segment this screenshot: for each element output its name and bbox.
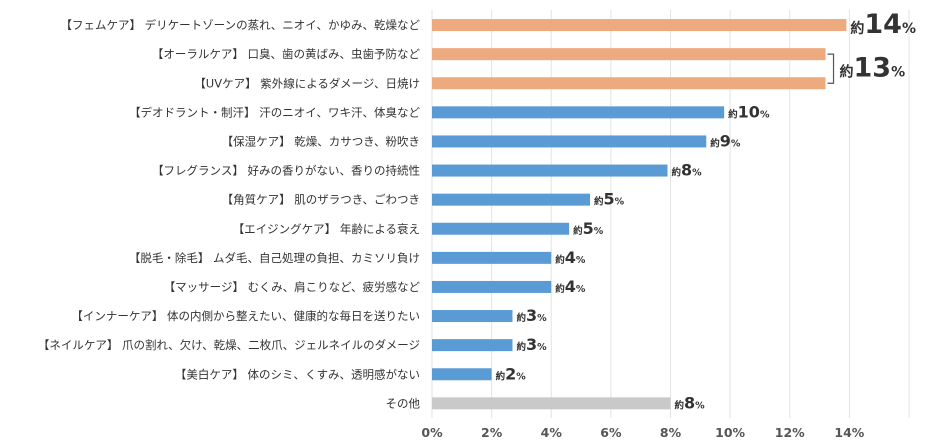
category-label: 【デオドラント・制汗】 汗のニオイ、ワキ汗、体臭など	[129, 105, 420, 119]
group-bracket	[827, 53, 835, 84]
category-label: 【フェムケア】 デリケートゾーンの蒸れ、ニオイ、かゆみ、乾燥など	[61, 18, 421, 32]
data-label: 約5%	[594, 190, 625, 209]
category-label: 【マッサージ】 むくみ、肩こりなど、疲労感など	[164, 280, 421, 294]
bar	[432, 19, 847, 32]
group-annotation-label: 約13%	[840, 53, 906, 84]
x-tick-label: 6%	[600, 425, 622, 440]
x-tick-label: 14%	[834, 425, 864, 440]
category-label: 【角質ケア】 肌のザラつき、ごわつき	[222, 193, 420, 207]
category-label: 【保湿ケア】 乾燥、カサつき、粉吹き	[222, 134, 420, 148]
bar	[432, 135, 707, 148]
data-label: 約10%	[728, 102, 770, 121]
data-label: 約3%	[516, 306, 547, 325]
data-label: 約4%	[555, 277, 586, 296]
bar	[432, 222, 570, 235]
bar	[432, 397, 671, 410]
bar	[432, 339, 513, 352]
x-tick-label: 4%	[541, 425, 563, 440]
bar	[432, 106, 725, 119]
bar	[432, 280, 552, 293]
category-label: 【エイジングケア】 年齢による衰え	[233, 222, 420, 236]
x-tick-label: 12%	[775, 425, 805, 440]
bar	[432, 164, 668, 177]
data-label: 約14%	[850, 9, 916, 40]
category-label: 【インナーケア】 体の内側から整えたい、健康的な毎日を送りたい	[71, 309, 420, 323]
data-label: 約9%	[710, 131, 741, 150]
bar	[432, 77, 826, 90]
x-tick-label: 8%	[660, 425, 682, 440]
data-label: 約4%	[555, 248, 586, 267]
data-label: 約8%	[672, 161, 703, 180]
category-label: 【オーラルケア】 口臭、歯の黄ばみ、虫歯予防など	[152, 47, 421, 61]
bar	[432, 310, 513, 323]
bar	[432, 368, 492, 381]
category-label: 【美白ケア】 体のシミ、くすみ、透明感がない	[175, 367, 420, 381]
category-label: その他	[386, 396, 421, 410]
data-label: 約5%	[573, 219, 604, 238]
bar	[432, 193, 591, 206]
data-label: 約2%	[496, 364, 527, 383]
data-label: 約3%	[516, 335, 547, 354]
bar	[432, 48, 826, 61]
bar	[432, 251, 552, 264]
category-label: 【フレグランス】 好みの香りがない、香りの持続性	[152, 164, 420, 178]
data-label: 約8%	[675, 393, 706, 412]
x-tick-label: 2%	[481, 425, 503, 440]
category-label: 【UVケア】 紫外線によるダメージ、日焼け	[194, 76, 420, 90]
category-label: 【脱毛・除毛】 ムダ毛、自己処理の負担、カミソリ負け	[129, 251, 420, 265]
category-label: 【ネイルケア】 爪の割れ、欠け、乾燥、二枚爪、ジェルネイルのダメージ	[38, 338, 420, 352]
x-tick-label: 10%	[715, 425, 745, 440]
x-tick-label: 0%	[421, 425, 443, 440]
